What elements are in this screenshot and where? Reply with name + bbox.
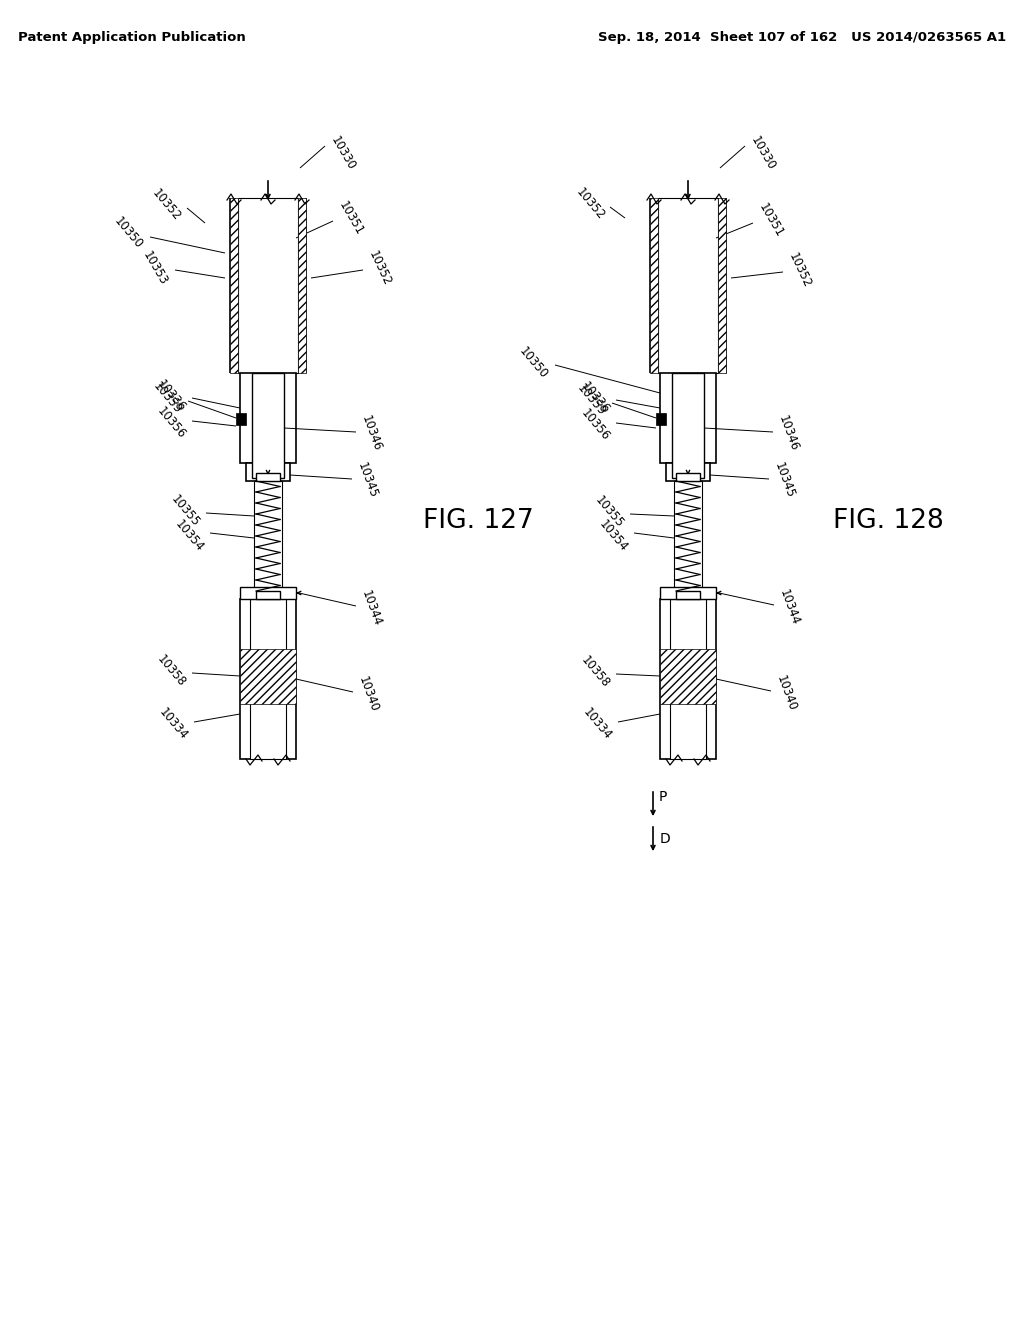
Bar [672,374,705,478]
Text: 10350: 10350 [516,345,550,381]
Text: FIG. 128: FIG. 128 [833,508,944,535]
Bar [660,587,716,599]
Text: 10356: 10356 [579,407,612,444]
Bar [650,198,658,374]
Bar [230,198,238,374]
Text: 10344: 10344 [777,587,802,627]
Text: 10346: 10346 [359,413,384,453]
Bar [656,413,666,425]
Bar [252,374,284,478]
Bar [246,463,290,480]
Bar [240,649,296,704]
Text: Sep. 18, 2014  Sheet 107 of 162   US 2014/0263565 A1: Sep. 18, 2014 Sheet 107 of 162 US 2014/0… [598,32,1006,45]
Text: 10330: 10330 [748,133,778,173]
Bar [660,649,716,704]
Text: 10345: 10345 [355,461,380,500]
Text: 10359: 10359 [574,381,608,418]
Bar [298,198,306,374]
Text: 10340: 10340 [356,675,381,714]
Text: 10334: 10334 [157,706,190,742]
Bar [718,198,726,374]
Bar [658,198,718,374]
Bar [236,413,246,425]
Text: 10330: 10330 [328,133,357,173]
Text: 10352: 10352 [786,251,813,289]
Text: 10359: 10359 [151,380,184,416]
Text: 10358: 10358 [579,653,612,690]
Text: 10351: 10351 [336,199,366,238]
Bar [660,374,716,463]
Text: 10336: 10336 [155,378,188,414]
Bar [240,374,296,463]
Text: 10355: 10355 [168,492,202,529]
Text: 10340: 10340 [774,673,799,713]
Text: 10345: 10345 [772,461,797,500]
Text: 10352: 10352 [366,248,393,288]
Text: D: D [659,832,671,846]
Text: 10353: 10353 [140,248,170,288]
Text: FIG. 127: FIG. 127 [423,508,534,535]
Text: 10344: 10344 [359,589,384,628]
Bar [676,473,700,480]
Bar [254,480,282,591]
Text: 10351: 10351 [756,201,785,239]
Text: 10334: 10334 [581,706,614,742]
Bar [676,591,700,599]
Text: 10354: 10354 [172,517,206,554]
Text: 10358: 10358 [155,652,188,689]
Text: 10350: 10350 [112,215,145,251]
Bar [250,599,286,759]
Text: Patent Application Publication: Patent Application Publication [18,32,246,45]
Text: P: P [658,789,668,804]
Text: 10354: 10354 [596,517,630,554]
Text: 10356: 10356 [155,405,188,441]
Bar [238,198,298,374]
Bar [256,591,280,599]
Text: 10355: 10355 [592,494,626,531]
Text: 10352: 10352 [573,186,607,222]
Text: 10352: 10352 [150,186,183,223]
Bar [674,480,702,591]
Text: 10346: 10346 [776,413,801,453]
Bar [670,599,706,759]
Bar [666,463,710,480]
Bar [660,599,716,759]
Text: 10336: 10336 [579,380,612,416]
Bar [256,473,280,480]
Bar [240,587,296,599]
Bar [240,599,296,759]
